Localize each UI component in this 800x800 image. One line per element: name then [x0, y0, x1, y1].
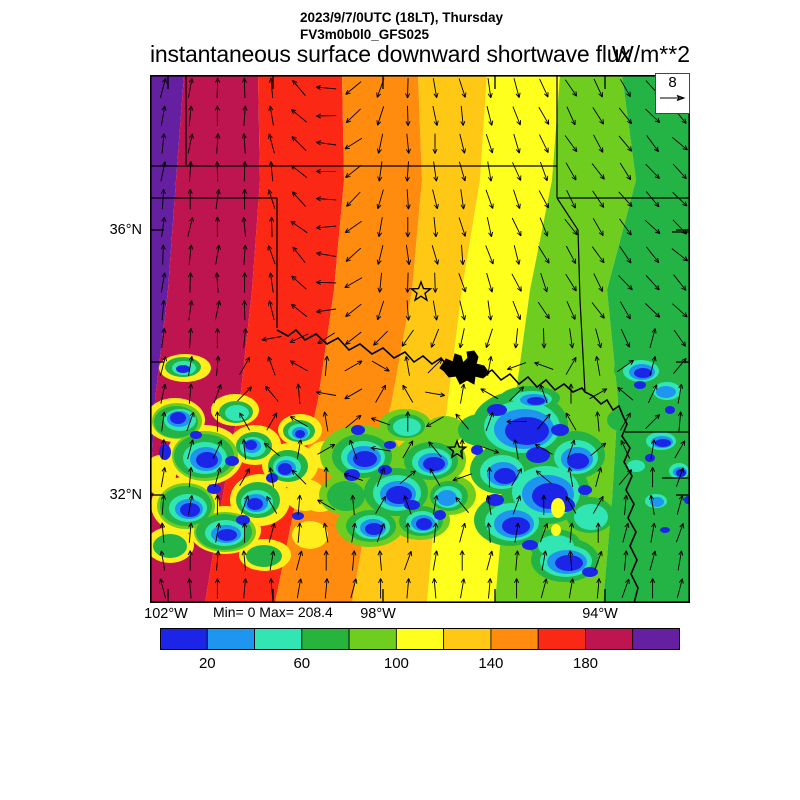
svg-text:180: 180 — [573, 655, 598, 672]
river — [276, 328, 639, 603]
lon-label-98w: 98°W — [360, 606, 396, 622]
svg-text:100: 100 — [384, 655, 409, 672]
wind-reference-value: 8 — [668, 74, 677, 91]
red-river-border — [276, 328, 639, 603]
units-label: W/m**2 — [612, 41, 690, 67]
wind-arrows — [159, 77, 689, 599]
wind-reference-arrow-icon — [660, 95, 686, 101]
colorbar-tick-labels: 20 60 100 140 180 — [199, 655, 598, 672]
lat-label-36n: 36°N — [109, 222, 142, 238]
plot-title: instantaneous surface downward shortwave… — [150, 41, 631, 67]
city-star-icon — [409, 280, 433, 302]
svg-text:60: 60 — [293, 655, 310, 672]
svg-text:20: 20 — [199, 655, 216, 672]
model-name-label: FV3m0b0l0_GFS025 — [300, 27, 430, 42]
datetime-label: 2023/9/7/0UTC (18LT), Thursday — [300, 10, 504, 25]
colorbar-segments — [160, 628, 680, 650]
flux-map-plot — [150, 75, 690, 603]
svg-text:140: 140 — [478, 655, 503, 672]
lon-label-102w: 102°W — [144, 606, 188, 622]
minmax-label: Min= 0 Max= 208.4 — [213, 604, 333, 620]
lon-label-94w: 94°W — [582, 606, 618, 622]
city-star-icon — [446, 438, 468, 459]
state-borders — [150, 75, 690, 479]
wind-vector-legend: 8 — [655, 73, 690, 114]
map-ticks — [150, 75, 690, 603]
map-frame — [150, 75, 690, 603]
city-star-markers — [409, 280, 468, 459]
colorbar: 20 60 100 140 180 — [160, 628, 680, 672]
lat-label-32n: 32°N — [109, 487, 142, 503]
